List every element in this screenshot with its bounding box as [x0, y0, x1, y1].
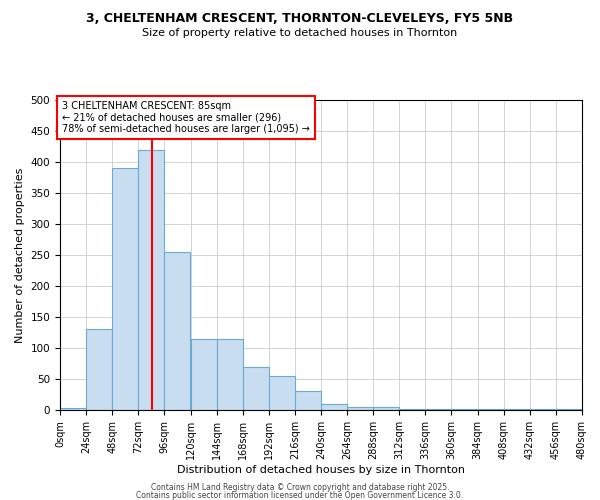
Bar	[400, 409, 425, 410]
Y-axis label: Number of detached properties: Number of detached properties	[15, 168, 25, 342]
Bar	[60, 408, 86, 410]
Text: Contains HM Land Registry data © Crown copyright and database right 2025.: Contains HM Land Registry data © Crown c…	[151, 483, 449, 492]
Bar	[139, 150, 164, 410]
Bar	[321, 404, 347, 410]
Bar	[217, 338, 242, 410]
Bar	[191, 338, 217, 410]
Bar	[86, 330, 112, 410]
Bar	[373, 407, 400, 410]
Bar	[242, 366, 269, 410]
Bar	[269, 376, 295, 410]
X-axis label: Distribution of detached houses by size in Thornton: Distribution of detached houses by size …	[177, 464, 465, 474]
Bar	[295, 392, 321, 410]
Text: Contains public sector information licensed under the Open Government Licence 3.: Contains public sector information licen…	[136, 492, 464, 500]
Bar	[112, 168, 138, 410]
Text: 3 CHELTENHAM CRESCENT: 85sqm
← 21% of detached houses are smaller (296)
78% of s: 3 CHELTENHAM CRESCENT: 85sqm ← 21% of de…	[62, 101, 310, 134]
Bar	[347, 407, 373, 410]
Text: 3, CHELTENHAM CRESCENT, THORNTON-CLEVELEYS, FY5 5NB: 3, CHELTENHAM CRESCENT, THORNTON-CLEVELE…	[86, 12, 514, 26]
Text: Size of property relative to detached houses in Thornton: Size of property relative to detached ho…	[142, 28, 458, 38]
Bar	[164, 252, 190, 410]
